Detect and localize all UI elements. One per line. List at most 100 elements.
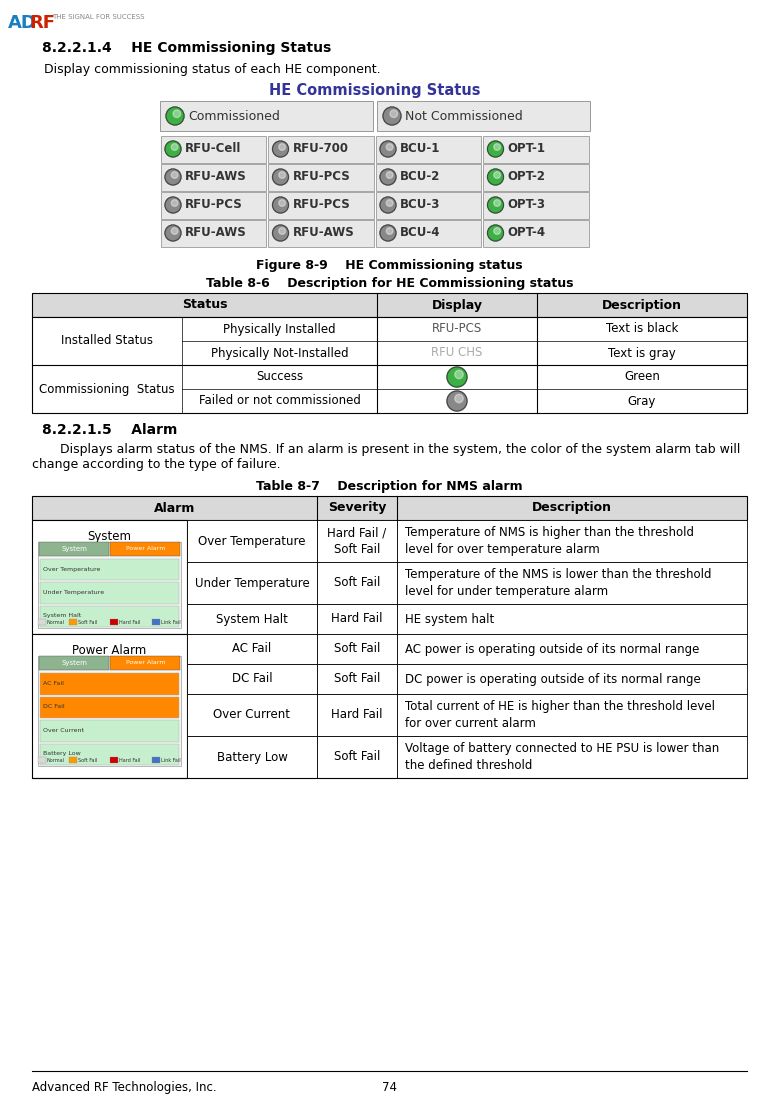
Text: THE SIGNAL FOR SUCCESS: THE SIGNAL FOR SUCCESS — [52, 14, 144, 20]
Circle shape — [386, 227, 393, 234]
Bar — [397, 520, 747, 562]
Text: RFU CHS: RFU CHS — [432, 346, 483, 359]
Circle shape — [488, 141, 503, 157]
Text: HE Commissioning Status: HE Commissioning Status — [270, 84, 481, 98]
Text: DC power is operating outside of its normal range: DC power is operating outside of its nor… — [405, 673, 701, 686]
Text: Success: Success — [256, 370, 303, 384]
Bar — [38, 619, 46, 625]
Text: Power Alarm: Power Alarm — [72, 644, 146, 657]
Bar — [152, 757, 160, 763]
Text: DC Fail: DC Fail — [231, 673, 273, 686]
Bar — [32, 293, 747, 317]
Bar — [40, 744, 179, 765]
Bar — [38, 757, 46, 763]
Text: Display: Display — [432, 299, 482, 311]
Text: RFU-Cell: RFU-Cell — [185, 143, 241, 155]
Text: System: System — [62, 660, 87, 666]
Bar — [161, 220, 266, 247]
Text: AC Fail: AC Fail — [43, 680, 64, 686]
Text: Temperature of NMS is higher than the threshold
level for over temperature alarm: Temperature of NMS is higher than the th… — [405, 526, 694, 556]
Circle shape — [171, 200, 178, 207]
Text: Normal: Normal — [47, 620, 65, 624]
Bar — [317, 562, 397, 604]
Circle shape — [279, 227, 285, 234]
Circle shape — [165, 225, 181, 241]
Bar — [187, 736, 317, 778]
Text: Physically Installed: Physically Installed — [224, 322, 336, 335]
Text: Severity: Severity — [328, 501, 386, 514]
Bar — [187, 604, 317, 634]
Text: Battery Low: Battery Low — [217, 751, 287, 764]
Circle shape — [386, 200, 393, 207]
Circle shape — [447, 367, 467, 387]
Circle shape — [494, 227, 500, 234]
Bar — [111, 656, 180, 670]
Text: Voltage of battery connected to HE PSU is lower than
the defined threshold: Voltage of battery connected to HE PSU i… — [405, 742, 719, 771]
Bar — [317, 664, 397, 693]
Text: Soft Fail: Soft Fail — [334, 673, 380, 686]
Bar — [187, 664, 317, 693]
Circle shape — [455, 395, 464, 402]
Bar — [269, 136, 374, 163]
Circle shape — [455, 370, 464, 379]
Bar — [397, 634, 747, 664]
Bar — [397, 562, 747, 604]
Bar — [40, 673, 179, 695]
Text: AC power is operating outside of its normal range: AC power is operating outside of its nor… — [405, 643, 700, 655]
Bar — [377, 101, 590, 131]
Bar — [187, 562, 317, 604]
Bar — [69, 757, 77, 763]
Text: Battery Low: Battery Low — [43, 752, 81, 756]
Text: Failed or not commissioned: Failed or not commissioned — [199, 395, 361, 408]
Circle shape — [279, 144, 285, 151]
Text: Displays alarm status of the NMS. If an alarm is present in the system, the colo: Displays alarm status of the NMS. If an … — [44, 443, 740, 456]
Circle shape — [273, 197, 288, 213]
Text: Normal: Normal — [47, 757, 65, 763]
Circle shape — [380, 197, 396, 213]
Text: Link Fail: Link Fail — [161, 620, 181, 624]
Circle shape — [494, 171, 500, 178]
Text: Text is black: Text is black — [606, 322, 679, 335]
Text: Text is gray: Text is gray — [608, 346, 676, 359]
Text: Soft Fail: Soft Fail — [334, 577, 380, 589]
Circle shape — [380, 225, 396, 241]
Text: AD: AD — [8, 14, 37, 32]
Bar — [269, 192, 374, 219]
Text: BCU-1: BCU-1 — [400, 143, 440, 155]
Text: BCU-4: BCU-4 — [400, 226, 440, 240]
Circle shape — [279, 171, 285, 178]
Circle shape — [273, 141, 288, 157]
Text: Physically Not-Installed: Physically Not-Installed — [210, 346, 348, 359]
Text: OPT-1: OPT-1 — [507, 143, 545, 155]
Text: Figure 8-9    HE Commissioning status: Figure 8-9 HE Commissioning status — [256, 259, 523, 271]
Bar — [32, 317, 747, 413]
Bar — [187, 634, 317, 664]
Bar — [397, 736, 747, 778]
Text: Table 8-7    Description for NMS alarm: Table 8-7 Description for NMS alarm — [256, 480, 523, 493]
Text: System: System — [87, 530, 132, 543]
Text: DC Fail: DC Fail — [43, 704, 65, 709]
Bar — [40, 559, 179, 580]
Circle shape — [166, 107, 184, 125]
Text: Gray: Gray — [628, 395, 656, 408]
Text: System: System — [62, 546, 87, 552]
Bar — [397, 693, 747, 736]
Bar — [187, 693, 317, 736]
Text: Hard Fail: Hard Fail — [119, 757, 141, 763]
Text: OPT-2: OPT-2 — [507, 170, 545, 184]
Text: Installed Status: Installed Status — [61, 334, 153, 347]
Bar — [161, 192, 266, 219]
Bar — [317, 604, 397, 634]
Bar — [269, 220, 374, 247]
Circle shape — [488, 197, 503, 213]
Text: change according to the type of failure.: change according to the type of failure. — [32, 458, 280, 471]
Text: OPT-3: OPT-3 — [507, 199, 545, 211]
Circle shape — [273, 225, 288, 241]
Circle shape — [165, 169, 181, 185]
Bar — [38, 656, 181, 766]
Text: RFU-PCS: RFU-PCS — [292, 199, 351, 211]
Circle shape — [494, 200, 500, 207]
Bar — [187, 520, 317, 562]
Bar — [484, 192, 589, 219]
Text: RFU-PCS: RFU-PCS — [185, 199, 243, 211]
